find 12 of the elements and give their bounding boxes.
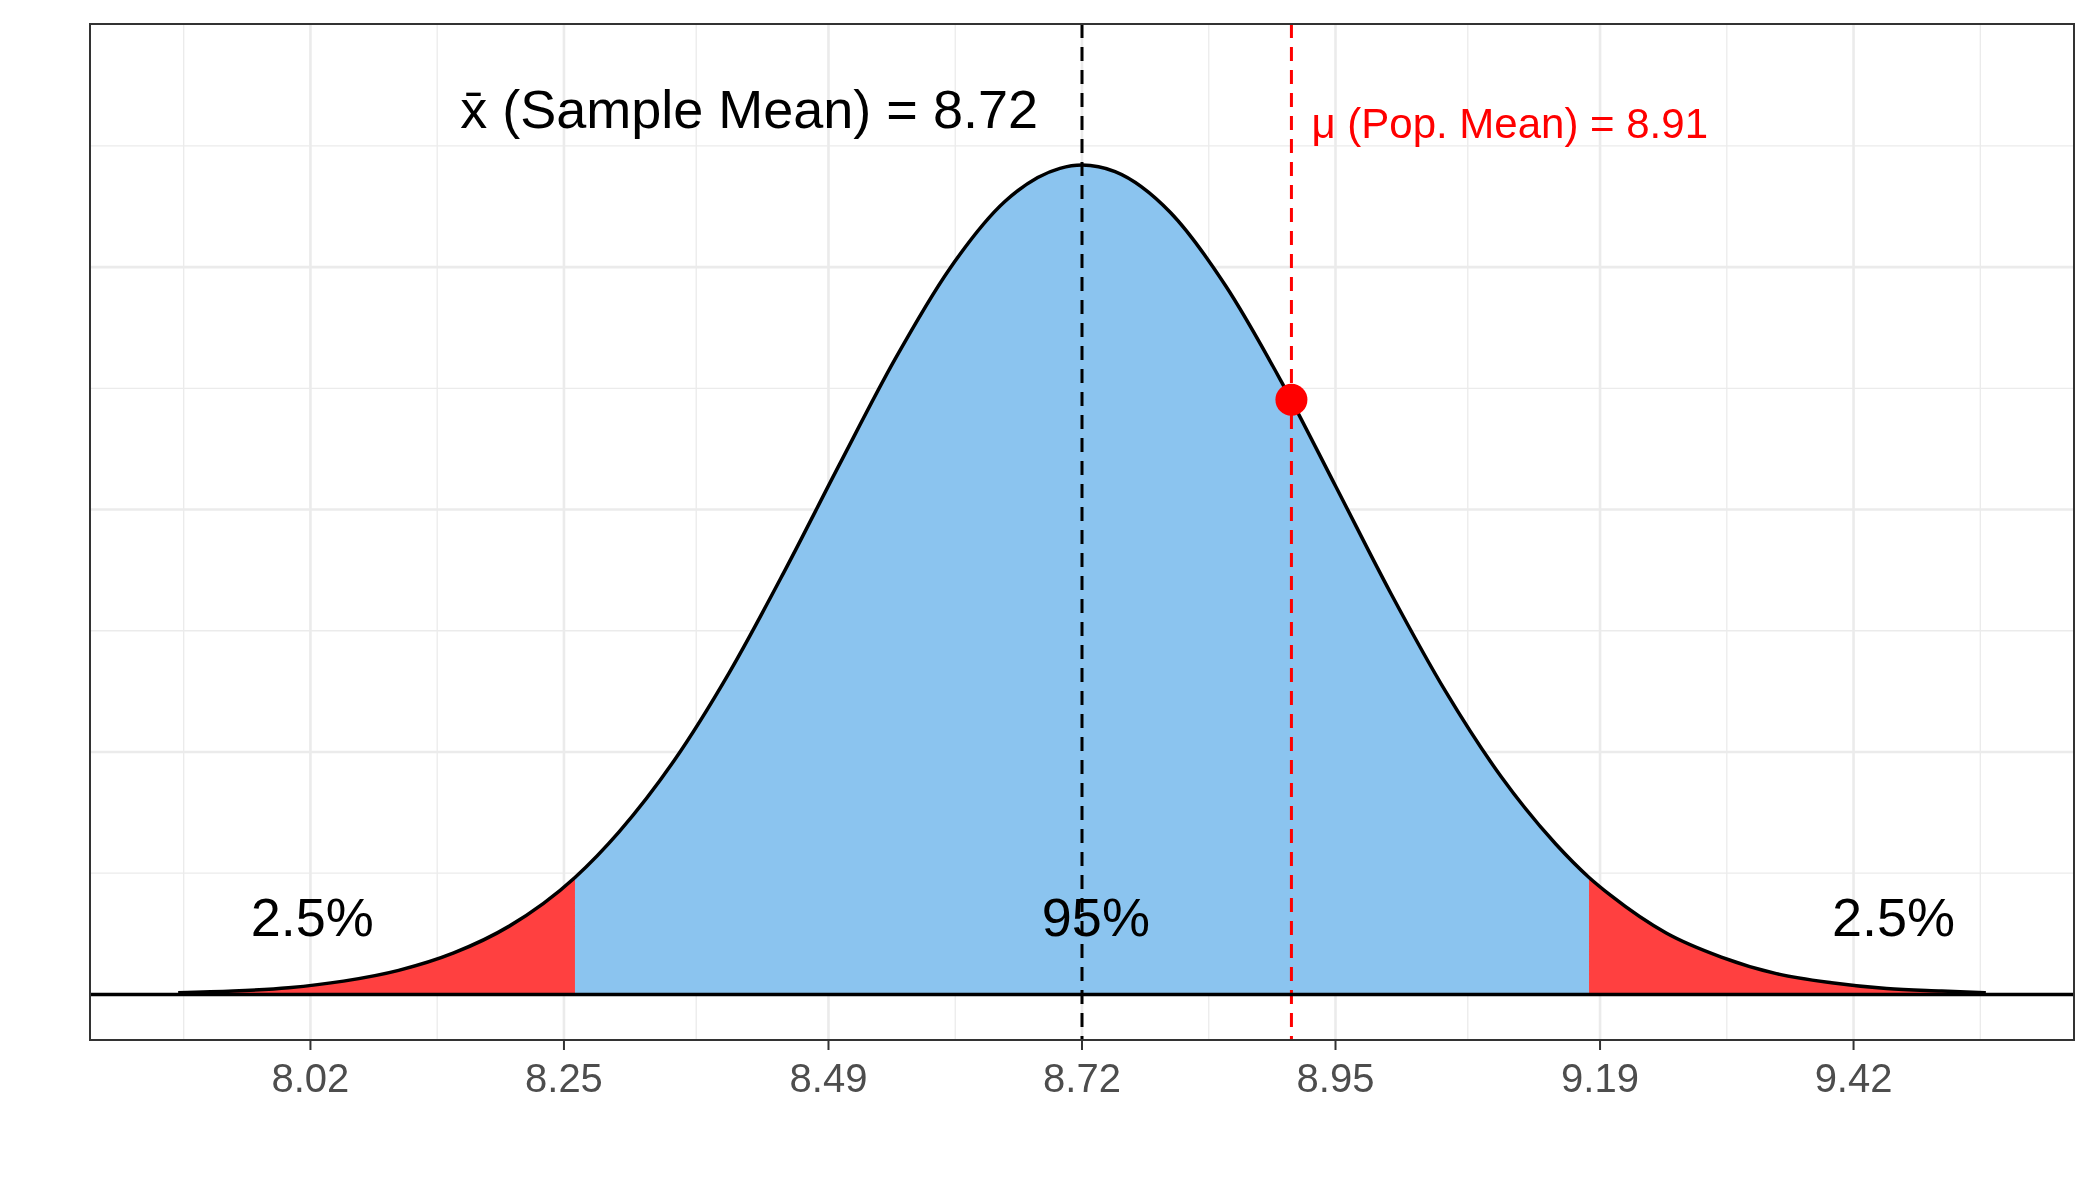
x-tick-label: 8.25 [525, 1056, 603, 1100]
x-tick-label: 9.42 [1814, 1056, 1893, 1100]
x-tick-label: 8.02 [271, 1056, 350, 1100]
ref-line-label: μ (Pop. Mean) = 8.91 [1311, 100, 1709, 147]
annotation: 2.5% [1831, 887, 1955, 947]
ref-line-label: x̄ (Sample Mean) = 8.72 [460, 79, 1038, 139]
annotation: 95% [1041, 887, 1150, 947]
annotation: 2.5% [250, 887, 374, 947]
x-tick-label: 8.49 [789, 1056, 868, 1100]
x-tick-label: 8.95 [1296, 1056, 1375, 1100]
x-tick-label: 8.72 [1043, 1056, 1121, 1100]
x-tick-label: 9.19 [1561, 1056, 1639, 1100]
